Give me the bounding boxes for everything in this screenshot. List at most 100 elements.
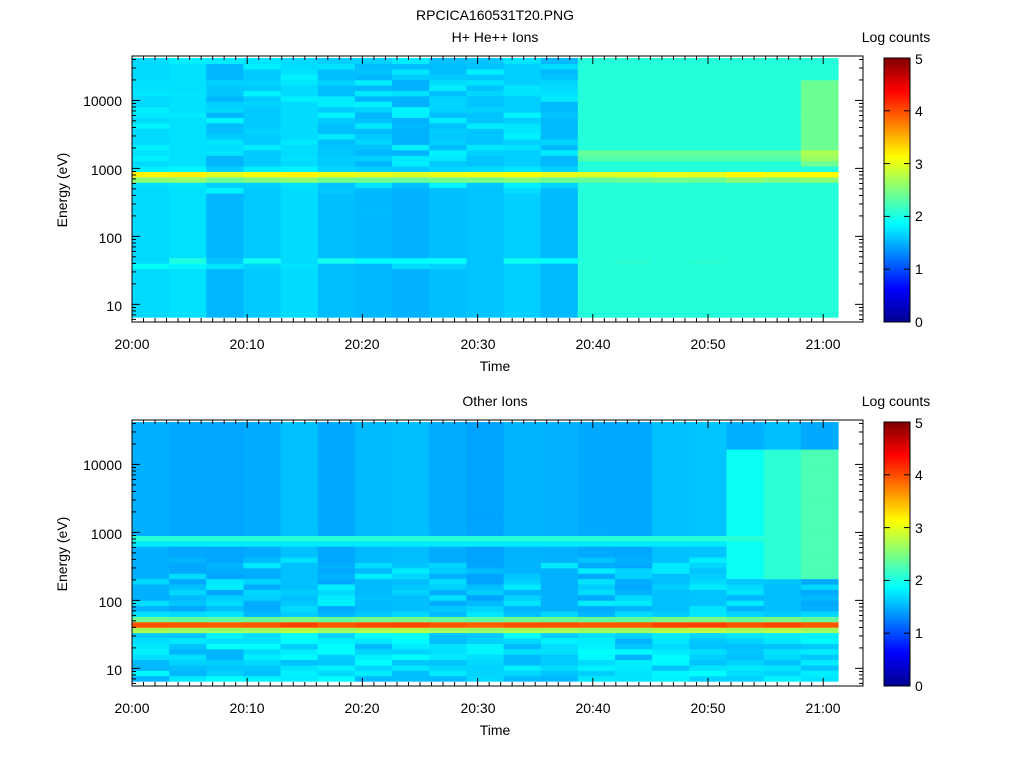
spectrogram-cell — [169, 675, 207, 682]
spectrogram-cell — [540, 621, 579, 628]
spectrogram-cell — [206, 551, 245, 558]
spectrogram-cell — [615, 117, 653, 124]
spectrogram-cell — [466, 508, 505, 515]
spectrogram-cell — [132, 295, 170, 302]
spectrogram-cell — [132, 284, 170, 291]
spectrogram-cell — [206, 95, 245, 102]
spectrogram-cell — [615, 252, 653, 259]
spectrogram-cell — [429, 589, 468, 596]
spectrogram-cell — [392, 627, 430, 634]
spectrogram-cell — [280, 230, 319, 237]
spectrogram-cell — [206, 443, 245, 450]
spectrogram-cell — [169, 74, 207, 81]
spectrogram-cell — [317, 616, 356, 623]
spectrogram-cell — [540, 182, 579, 189]
spectrogram-cell — [169, 101, 207, 108]
spectrogram-cell — [577, 589, 616, 596]
spectrogram-cell — [615, 627, 653, 634]
spectrogram-cell — [169, 449, 207, 456]
spectrogram-cell — [169, 214, 207, 221]
spectrogram-cell — [466, 513, 505, 520]
spectrogram-cell — [429, 192, 468, 199]
spectrogram-cell — [726, 252, 765, 259]
spectrogram-cell — [800, 95, 839, 102]
spectrogram-cell — [317, 198, 356, 205]
x-tick-label: 20:40 — [575, 700, 610, 716]
spectrogram-cell — [577, 476, 616, 482]
spectrogram-cell — [652, 241, 690, 248]
spectrogram-cell — [763, 149, 802, 156]
spectrogram-cell — [243, 556, 282, 563]
spectrogram-cell — [577, 427, 616, 434]
spectrogram-cell — [615, 257, 653, 264]
spectrogram-cell — [429, 63, 468, 70]
spectrogram-cell — [466, 90, 505, 97]
spectrogram-cell — [354, 529, 393, 536]
spectrogram-cell — [392, 203, 430, 210]
spectrogram-cell — [615, 246, 653, 253]
spectrogram-cell — [540, 257, 579, 264]
spectrogram-cell — [726, 133, 765, 140]
spectrogram-cell — [689, 74, 728, 81]
spectrogram-cell — [243, 627, 282, 634]
spectrogram-cell — [763, 594, 802, 601]
spectrogram-cell — [206, 632, 245, 639]
spectrogram-cell — [280, 182, 319, 189]
spectrogram-cell — [354, 257, 393, 264]
spectrogram-cell — [726, 600, 765, 607]
spectrogram-cell — [206, 284, 245, 291]
spectrogram-cell — [540, 225, 579, 232]
spectrogram-cell — [503, 306, 542, 313]
spectrogram-cell — [206, 311, 245, 318]
spectrogram-cell — [280, 513, 319, 520]
spectrogram-cell — [615, 648, 653, 655]
spectrogram-cell — [800, 155, 839, 162]
spectrogram-cell — [392, 476, 430, 482]
x-tick-label: 20:10 — [229, 700, 264, 716]
spectrogram-cell — [280, 508, 319, 515]
spectrogram-cell — [206, 165, 245, 172]
spectrogram-cell — [317, 133, 356, 140]
spectrogram-cell — [280, 112, 319, 118]
spectrogram-cell — [689, 90, 728, 97]
spectrogram-cell — [429, 230, 468, 237]
spectrogram-cell — [429, 524, 468, 531]
spectrogram-cell — [354, 144, 393, 151]
spectrogram-cell — [429, 632, 468, 639]
spectrogram-cell — [392, 546, 430, 553]
spectrogram-cell — [652, 524, 690, 531]
spectrogram-cell — [243, 198, 282, 205]
spectrogram-cell — [280, 290, 319, 297]
spectrogram-cell — [354, 632, 393, 639]
spectrogram-cell — [615, 632, 653, 639]
spectrogram-cell — [169, 454, 207, 461]
spectrogram-cell — [577, 68, 616, 75]
spectrogram-cell — [243, 470, 282, 477]
spectrogram-cell — [652, 443, 690, 450]
spectrogram-cell — [317, 443, 356, 450]
spectrogram-cell — [169, 637, 207, 644]
spectrogram-cell — [652, 470, 690, 477]
spectrogram-cell — [763, 454, 802, 461]
spectrogram-cell — [577, 106, 616, 113]
spectrogram-cell — [317, 449, 356, 456]
spectrogram-cell — [243, 311, 282, 318]
spectrogram-cell — [392, 290, 430, 297]
spectrogram-cell — [577, 63, 616, 70]
spectrogram-cell — [392, 535, 430, 542]
spectrogram-cell — [243, 101, 282, 108]
spectrogram-cell — [243, 675, 282, 682]
spectrogram-cell — [652, 273, 690, 280]
spectrogram-cell — [763, 438, 802, 445]
spectrogram-cell — [615, 101, 653, 108]
spectrogram-cell — [577, 659, 616, 666]
spectrogram-cell — [206, 300, 245, 307]
spectrogram-cell — [540, 443, 579, 450]
spectrogram-cell — [800, 513, 839, 520]
spectrogram-cell — [763, 562, 802, 569]
spectrogram-cell — [503, 95, 542, 102]
spectrogram-cell — [800, 627, 839, 634]
spectrogram-cell — [763, 502, 802, 509]
spectrogram-cell — [317, 465, 356, 472]
spectrogram-cell — [429, 427, 468, 434]
